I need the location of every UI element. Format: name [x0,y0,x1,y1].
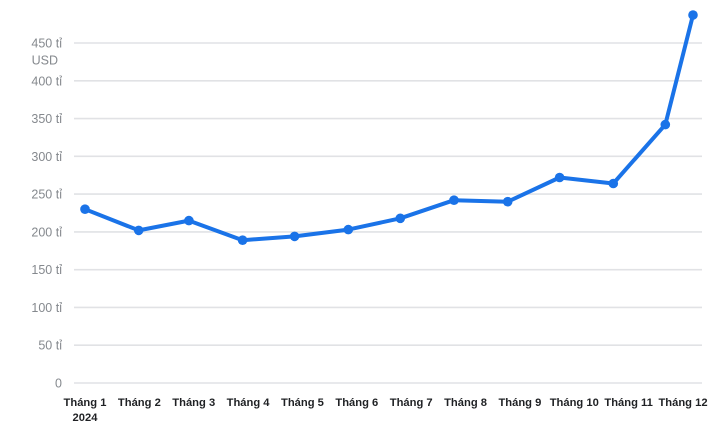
data-point[interactable] [80,204,90,214]
y-tick-label: 200 tỉ [31,225,62,239]
data-point[interactable] [449,195,459,205]
data-point[interactable] [343,224,354,235]
x-tick-label: Tháng 8 [444,397,487,409]
y-tick-label: 300 tỉ [31,150,62,164]
data-point[interactable] [660,119,671,130]
y-tick-label: 350 tỉ [31,112,62,126]
x-tick-label: Tháng 5 [281,397,324,409]
y-tick-label: 100 tỉ [31,301,62,315]
x-tick-label: Tháng 1 [64,397,107,409]
y-tick-label: 400 tỉ [31,74,62,88]
x-tick-label: Tháng 3 [172,397,215,409]
x-tick-label: Tháng 10 [550,397,599,409]
x-tick-label: Tháng 4 [227,397,271,409]
x-tick-label: Tháng 7 [390,397,433,409]
x-tick-label: Tháng 2 [118,397,161,409]
data-point[interactable] [133,225,144,236]
x-tick-label: Tháng 6 [335,397,378,409]
data-point[interactable] [289,231,300,242]
y-tick-label: USD [32,54,58,68]
data-point[interactable] [184,215,194,226]
data-point[interactable] [502,196,513,207]
x-tick-label: Tháng 11 [604,397,653,409]
y-tick-label: 450 tỉ [31,37,62,51]
data-point[interactable] [608,178,619,189]
data-point[interactable] [395,213,406,224]
y-tick-label: 150 tỉ [31,263,62,277]
data-point[interactable] [688,10,698,20]
x-tick-label: 2024 [73,412,99,424]
x-tick-label: Tháng 12 [658,397,707,409]
y-tick-label: 50 tỉ [38,339,62,353]
series-line [83,13,695,243]
y-tick-label: 0 [55,377,62,391]
data-point[interactable] [237,235,248,245]
data-point[interactable] [554,172,565,183]
x-tick-label: Tháng 9 [498,397,541,409]
y-tick-label: 250 tỉ [31,188,62,202]
